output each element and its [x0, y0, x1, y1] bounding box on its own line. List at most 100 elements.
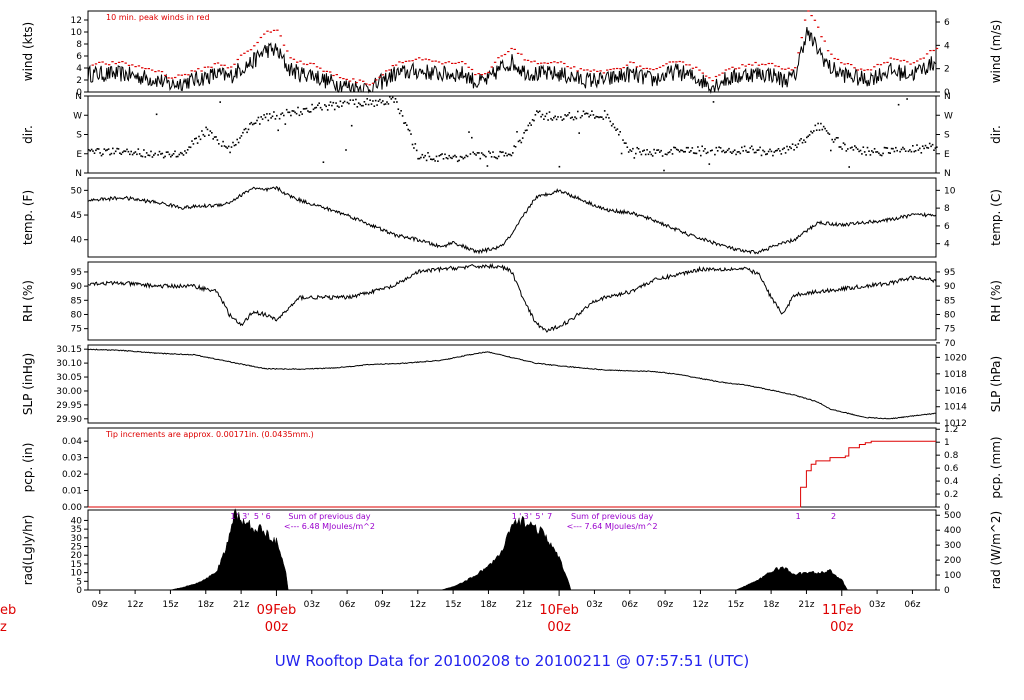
dir-point — [841, 148, 843, 150]
slp-left-tick-label: 30.00 — [56, 387, 82, 397]
wind-peak-point — [180, 74, 183, 76]
dir-point — [714, 153, 716, 156]
dir-point — [107, 148, 110, 150]
dir-point — [264, 116, 267, 119]
wind-peak-point — [678, 60, 681, 63]
wind-peak-point — [302, 63, 305, 65]
wind-peak-point — [576, 70, 579, 72]
dir-point — [818, 129, 821, 131]
dir-point — [349, 99, 352, 101]
dir-point — [179, 151, 182, 154]
dir-point — [147, 154, 149, 156]
dir-point — [145, 152, 148, 154]
dir-point — [141, 155, 144, 158]
dir-point — [438, 155, 441, 157]
dir-point — [544, 115, 547, 118]
dir-point — [643, 149, 645, 152]
rad-left-tick-label: 40 — [71, 516, 83, 526]
dir-point — [461, 156, 463, 158]
dir-point — [821, 128, 824, 131]
wind-peak-point — [239, 54, 243, 56]
dir-point — [121, 151, 124, 154]
time-tick-label: 21z — [516, 600, 532, 610]
dir-point — [393, 101, 395, 103]
wind-peak-point — [556, 62, 559, 64]
wind-peak-point — [391, 65, 394, 67]
dir-point — [910, 150, 913, 153]
dir-point — [276, 114, 278, 117]
dir-point — [722, 149, 725, 152]
dir-point — [632, 147, 634, 150]
dir-point — [359, 103, 361, 106]
rad-marker: 7 — [547, 512, 552, 521]
dir-point — [181, 152, 183, 155]
rh-right-tick-label: 85 — [944, 296, 955, 306]
wind-peak-point — [131, 64, 134, 66]
dir-point — [904, 150, 907, 152]
dir-point — [553, 116, 555, 119]
wind-peak-point — [342, 78, 345, 80]
time-tick-label: 15z — [162, 600, 178, 610]
dir-point — [109, 153, 111, 156]
dir-point — [155, 113, 158, 116]
wind-peak-point — [210, 66, 213, 68]
dir-point — [300, 111, 302, 113]
wind-peak-point — [912, 62, 916, 64]
dir-point — [341, 105, 343, 107]
wind-peak-point — [549, 62, 553, 64]
dir-point — [527, 124, 530, 127]
wind-peak-point — [836, 58, 840, 60]
pcp-right-tick-label: 1.2 — [944, 425, 958, 435]
dir-point — [639, 151, 641, 153]
dir-point — [465, 154, 467, 157]
dir-point — [285, 108, 288, 111]
dir-point — [903, 148, 906, 150]
dir-point — [873, 148, 876, 150]
wind-peak-point — [662, 65, 665, 67]
dir-point — [738, 151, 740, 153]
dir-point — [373, 105, 376, 107]
dir-point — [509, 153, 511, 156]
dir-point — [219, 101, 221, 103]
dir-point — [917, 149, 920, 151]
wind-peak-point — [592, 69, 596, 71]
dir-point — [479, 157, 482, 160]
rad-marker: ' — [530, 512, 532, 521]
dir-point — [916, 144, 918, 146]
pcp-right-tick-label: 0.2 — [944, 490, 958, 500]
slp-right-tick-label: 1014 — [944, 403, 967, 413]
wind-peak-point — [932, 49, 935, 52]
wind-peak-point — [216, 62, 220, 64]
wind-peak-point — [434, 60, 437, 62]
wind-peak-point — [477, 73, 480, 75]
dir-point — [858, 150, 860, 153]
rh-left-tick-label: 80 — [71, 310, 83, 320]
dir-point — [383, 103, 385, 106]
wind-peak-point — [929, 50, 932, 52]
wind-ylabel-right: wind (m/s) — [989, 20, 1003, 84]
dir-point — [434, 160, 436, 162]
wind-peak-point — [464, 63, 467, 65]
wind-peak-point — [935, 47, 939, 50]
dir-point — [569, 117, 572, 119]
wind-peak-point — [249, 49, 253, 51]
wind-peak-point — [803, 19, 807, 21]
dir-point — [411, 143, 414, 146]
wind-peak-point — [256, 41, 259, 44]
dir-point — [201, 130, 203, 132]
dir-left-tick-label: W — [73, 111, 82, 121]
dir-point — [89, 150, 91, 152]
dir-point — [196, 142, 199, 144]
wind-peak-point — [507, 51, 510, 53]
dir-point — [513, 145, 515, 147]
dir-point — [451, 157, 453, 160]
dir-point — [321, 108, 323, 111]
dir-point — [448, 154, 450, 157]
dir-point — [661, 155, 664, 157]
dir-point — [328, 104, 330, 106]
dir-point — [759, 146, 761, 149]
wind-peak-point — [269, 31, 272, 33]
wind-peak-point — [869, 69, 873, 71]
dir-point — [637, 148, 640, 150]
wind-peak-point — [586, 69, 589, 71]
